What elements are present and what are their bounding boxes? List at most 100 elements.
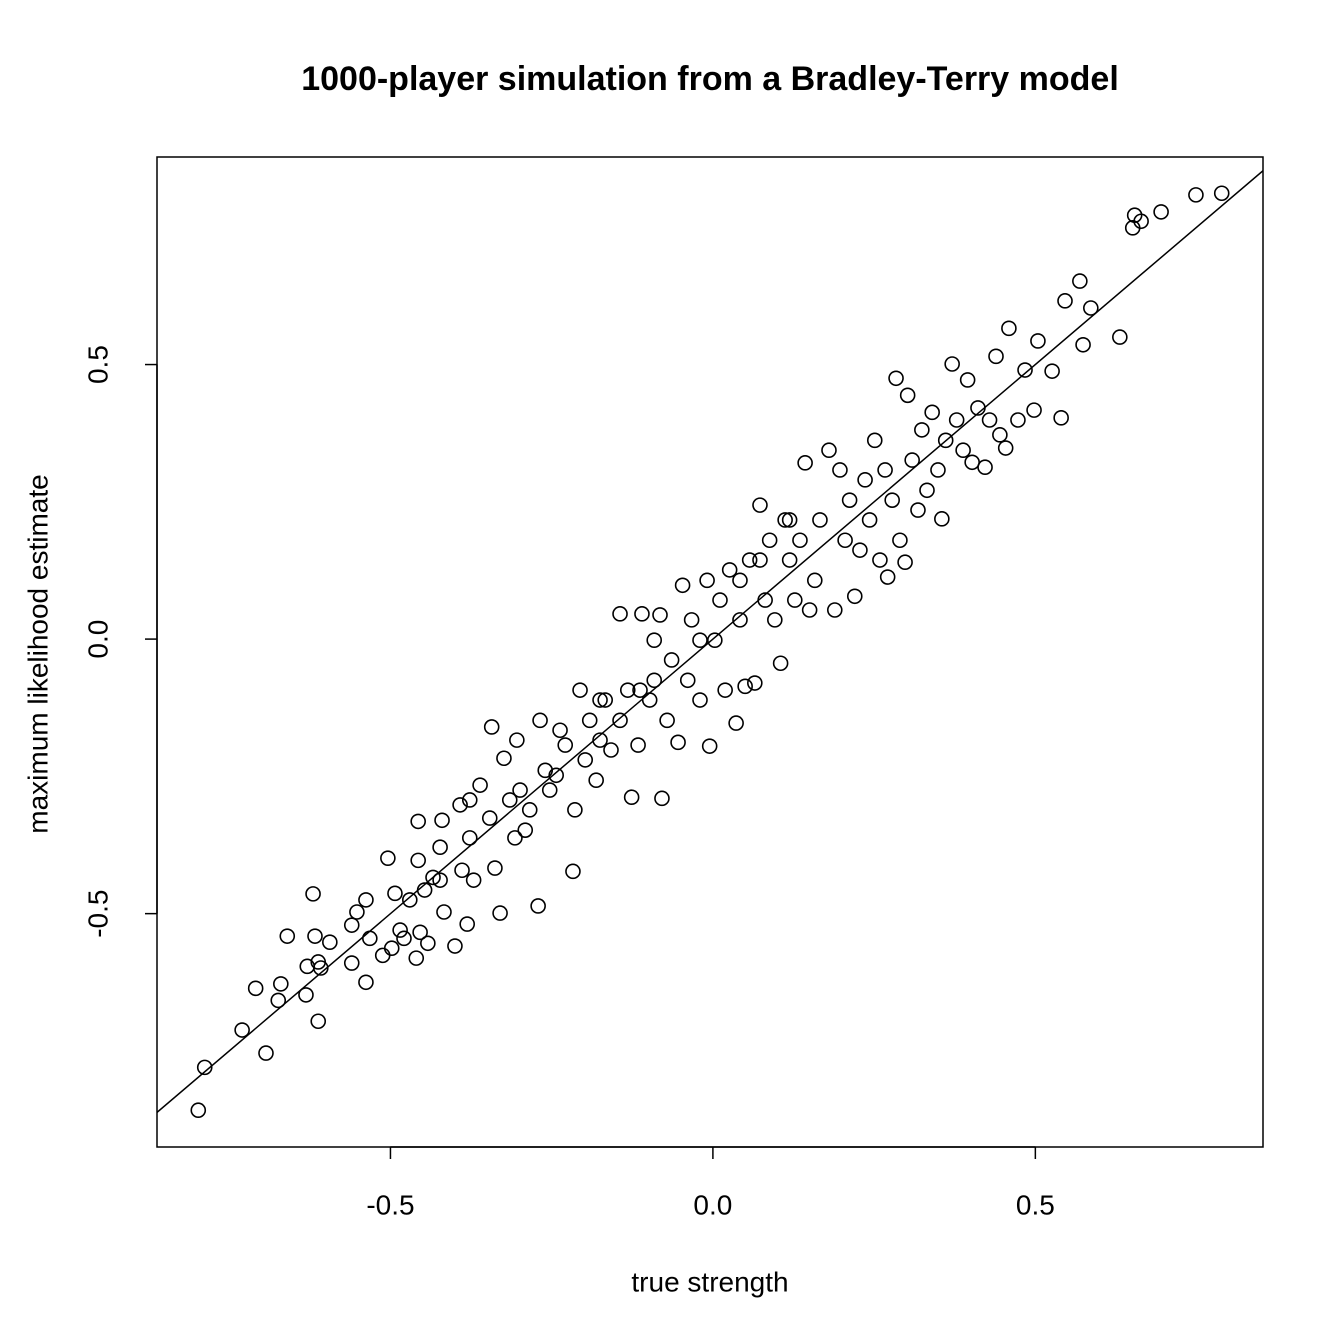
point (1083, 300, 1099, 316)
point (521, 802, 538, 818)
y-tick-label: -0.5 (82, 890, 113, 938)
point (530, 898, 546, 914)
point (641, 692, 658, 708)
point (1053, 410, 1069, 426)
point (305, 886, 321, 902)
point (343, 917, 360, 933)
point (396, 930, 412, 947)
point (683, 612, 700, 628)
point (732, 572, 748, 589)
point (509, 732, 525, 748)
point (307, 928, 323, 944)
point (654, 790, 670, 807)
point (948, 412, 965, 428)
point (196, 1059, 213, 1076)
point (837, 532, 853, 549)
point (959, 372, 976, 388)
point (392, 922, 408, 938)
point (349, 904, 365, 920)
point (630, 737, 646, 753)
point (461, 792, 478, 808)
point (454, 862, 470, 879)
point (487, 860, 503, 876)
point (234, 1022, 250, 1038)
point (541, 782, 558, 798)
point (988, 348, 1004, 365)
point (412, 924, 428, 941)
point (481, 810, 498, 826)
point (420, 935, 436, 952)
point (777, 512, 793, 528)
point (279, 928, 296, 944)
point (1030, 333, 1046, 349)
point (557, 737, 574, 753)
point (258, 1045, 274, 1061)
point (732, 612, 748, 628)
point (461, 830, 478, 846)
point (884, 492, 900, 508)
point (826, 602, 843, 618)
point (383, 940, 400, 957)
point (270, 992, 287, 1009)
point (781, 552, 798, 568)
point (797, 455, 813, 471)
point (410, 813, 426, 830)
point (313, 960, 329, 976)
point (737, 678, 753, 695)
point (717, 682, 733, 698)
point (707, 632, 723, 648)
point (841, 492, 858, 508)
point (588, 772, 604, 789)
point (410, 852, 426, 869)
point (1213, 185, 1230, 202)
point (692, 692, 708, 708)
point (501, 792, 518, 808)
point (1072, 273, 1088, 289)
point (581, 712, 598, 729)
point (981, 412, 998, 428)
point (190, 1102, 207, 1119)
point (623, 789, 640, 806)
point (1026, 402, 1042, 418)
point (459, 916, 475, 932)
point (930, 462, 946, 478)
x-tick-label: 0.5 (1016, 1189, 1055, 1220)
point (597, 692, 614, 708)
point (663, 652, 680, 668)
point (432, 839, 448, 855)
point (879, 569, 896, 585)
point (757, 592, 773, 608)
point (603, 742, 619, 758)
point (877, 462, 893, 478)
point (944, 356, 960, 372)
point (1017, 362, 1033, 378)
point (483, 719, 500, 735)
point (772, 655, 789, 672)
point (752, 552, 768, 568)
point (273, 976, 289, 992)
point (674, 577, 691, 594)
point (806, 572, 823, 589)
point (934, 511, 950, 527)
x-tick-label: -0.5 (366, 1189, 414, 1220)
point (892, 532, 908, 549)
point (507, 830, 523, 846)
point (924, 404, 940, 421)
point (1010, 412, 1026, 428)
point (646, 672, 663, 689)
point (699, 572, 715, 589)
point (977, 459, 993, 476)
point (747, 675, 763, 691)
point (761, 532, 778, 549)
point (866, 432, 883, 449)
point (492, 905, 508, 921)
point (692, 632, 708, 648)
point (872, 552, 888, 568)
point (532, 712, 548, 729)
point (910, 502, 926, 518)
y-axis-label: maximum likelihood estimate (22, 474, 53, 833)
point (1044, 363, 1060, 379)
